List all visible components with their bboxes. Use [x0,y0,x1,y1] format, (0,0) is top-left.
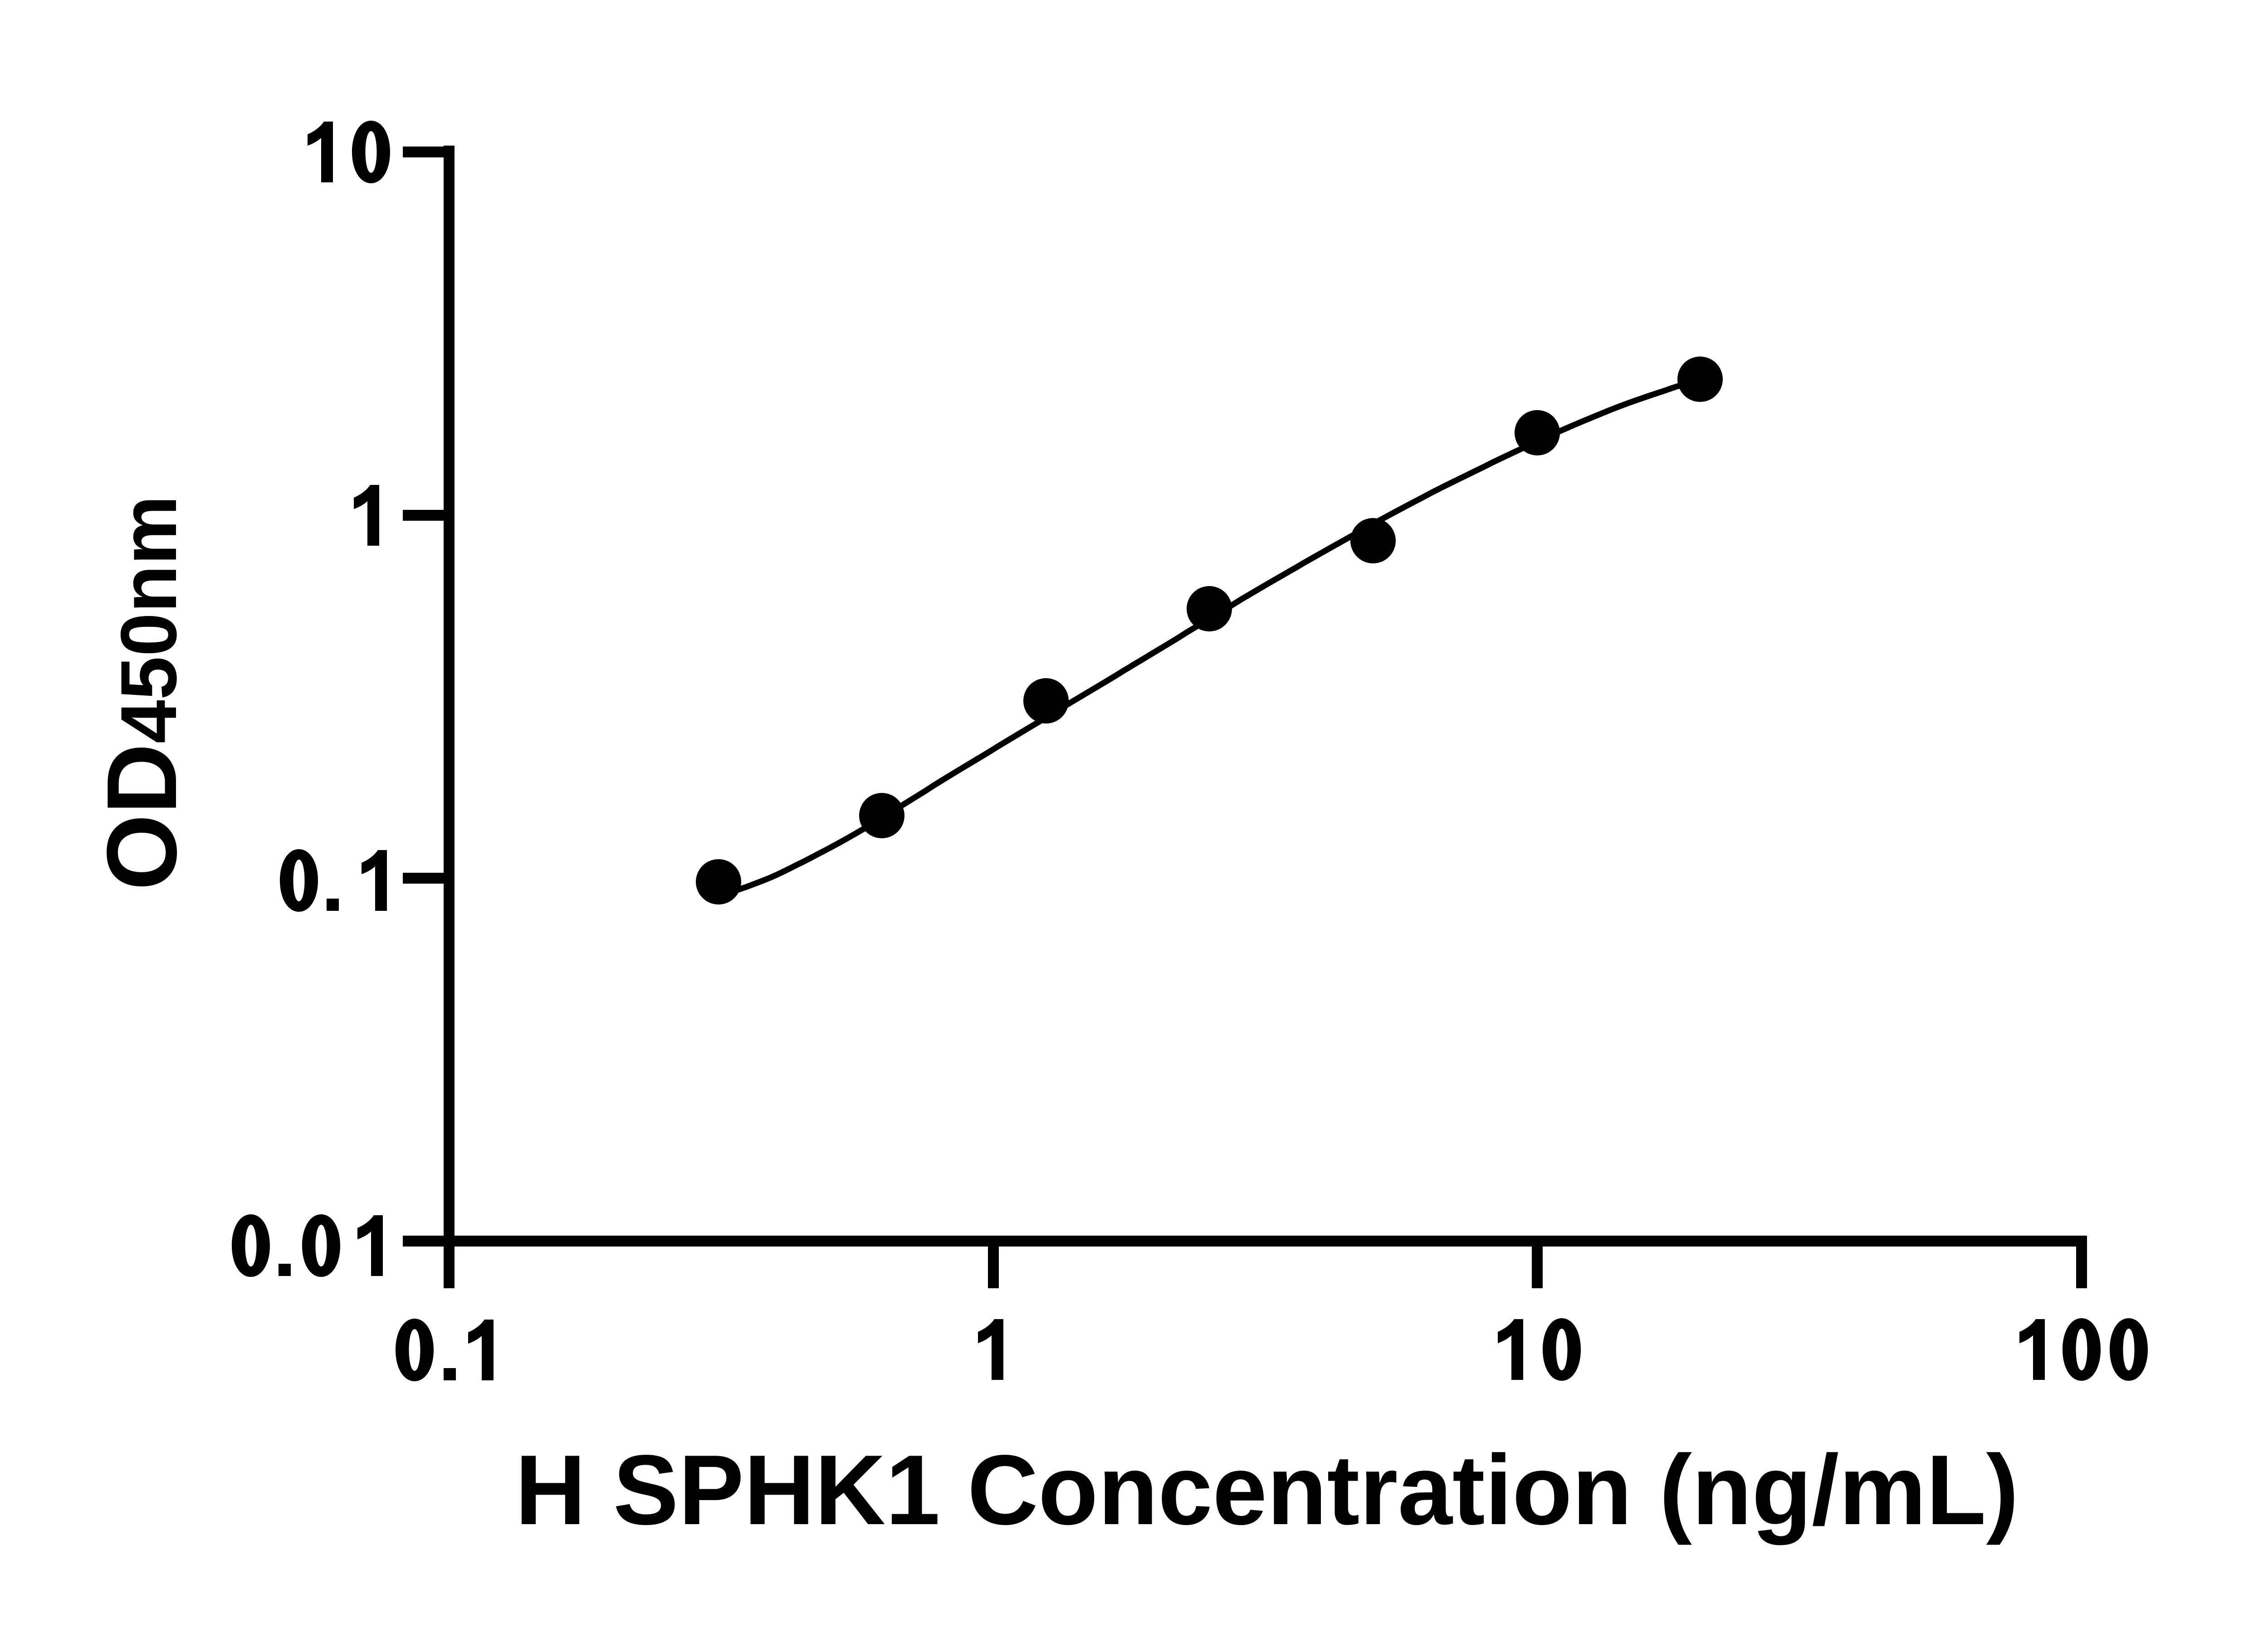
svg-text:OD450nm: OD450nm [87,495,197,890]
svg-text:H SPHK1 Concentration (ng/mL): H SPHK1 Concentration (ng/mL) [515,1435,2019,1545]
